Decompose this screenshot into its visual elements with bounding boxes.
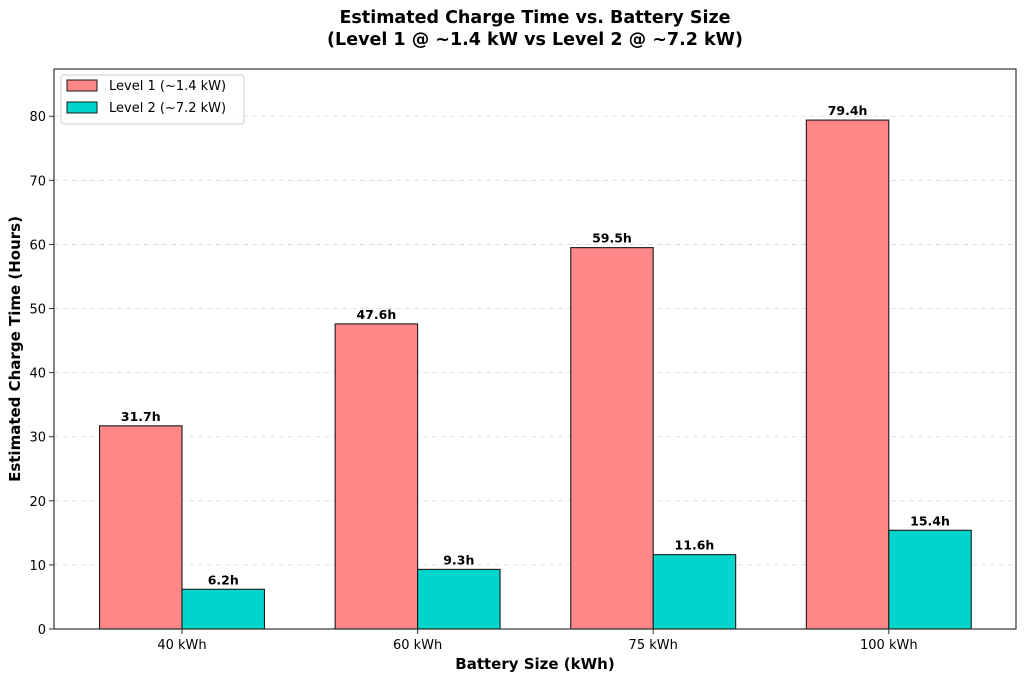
bar-value-label: 47.6h — [356, 307, 396, 322]
bar — [570, 247, 654, 630]
bar — [98, 425, 183, 630]
x-tick-label: 100 kWh — [860, 638, 918, 653]
bar — [334, 323, 419, 630]
bar-value-label: 15.4h — [910, 513, 950, 528]
bars — [98, 119, 972, 630]
bar-value-label: 11.6h — [675, 538, 715, 553]
plot-frame — [53, 68, 1017, 630]
y-tick-label: 20 — [29, 495, 46, 510]
legend-box — [60, 74, 245, 125]
bar — [652, 554, 737, 630]
x-axis: 40 kWh 60 kWh 75 kWh 100 kWh — [157, 629, 918, 653]
y-tick-label: 40 — [29, 367, 46, 382]
legend-swatch — [66, 101, 98, 114]
legend-swatch — [66, 79, 98, 92]
y-axis-label: Estimated Charge Time (Hours) — [6, 216, 24, 482]
chart-title-line2: (Level 1 @ ~1.4 kW vs Level 2 @ ~7.2 kW) — [327, 30, 743, 50]
bar — [888, 529, 972, 630]
bar-value-label: 9.3h — [443, 552, 474, 567]
y-tick-label: 70 — [29, 174, 46, 189]
y-tick-label: 0 — [38, 623, 46, 638]
data-labels: 31.7h 6.2h 47.6h 9.3h 59.5h 11.6h 79.4h 15.4h — [121, 103, 950, 587]
bar — [805, 119, 890, 630]
chart-title-line1: Estimated Charge Time vs. Battery Size — [339, 8, 730, 28]
x-tick-label: 40 kWh — [157, 638, 206, 653]
legend: Level 1 (~1.4 kW) Level 2 (~7.2 kW) — [60, 74, 245, 125]
y-tick-label: 30 — [29, 431, 46, 446]
y-tick-label: 10 — [29, 559, 46, 574]
x-tick-label: 60 kWh — [393, 638, 442, 653]
legend-label: Level 1 (~1.4 kW) — [109, 79, 226, 94]
bar — [181, 588, 266, 630]
y-tick-label: 60 — [29, 238, 46, 253]
bar-value-label: 31.7h — [121, 409, 161, 424]
x-tick-label: 75 kWh — [629, 638, 678, 653]
bar-value-label: 59.5h — [592, 231, 632, 246]
legend-label: Level 2 (~7.2 kW) — [109, 101, 226, 116]
y-axis: 0 10 20 30 40 50 60 70 80 — [29, 110, 54, 638]
bar — [417, 568, 501, 630]
y-tick-label: 50 — [29, 303, 46, 318]
bar-value-label: 6.2h — [208, 572, 239, 587]
x-axis-label: Battery Size (kWh) — [455, 655, 614, 673]
bar-value-label: 79.4h — [828, 103, 868, 118]
y-tick-label: 80 — [29, 110, 46, 125]
